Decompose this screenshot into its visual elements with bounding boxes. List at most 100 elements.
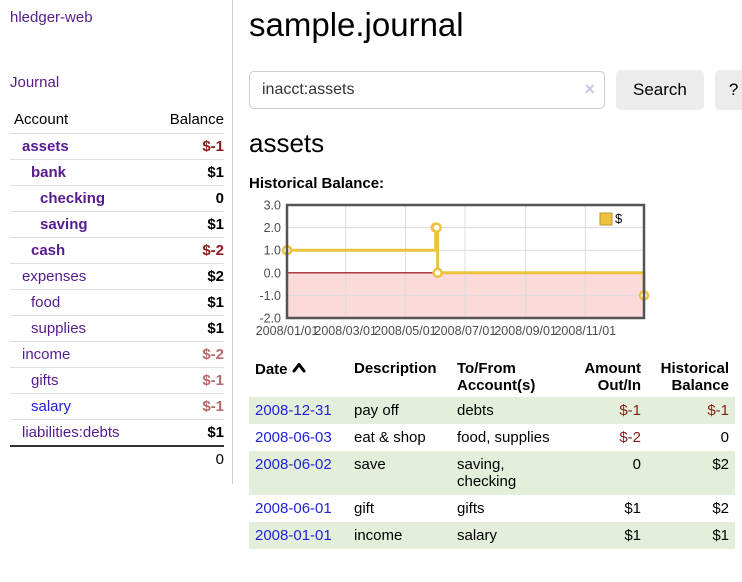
svg-text:2008/07/01: 2008/07/01 bbox=[434, 324, 497, 338]
register-header-description: Description bbox=[354, 360, 437, 377]
account-row: food $1 bbox=[10, 289, 224, 316]
svg-text:0.0: 0.0 bbox=[264, 266, 281, 280]
account-link[interactable]: salary bbox=[31, 398, 72, 415]
chart-title: Historical Balance: bbox=[249, 175, 385, 192]
transaction-accounts: debts bbox=[457, 402, 494, 419]
account-row: expenses $2 bbox=[10, 263, 224, 290]
transaction-amount: $1 bbox=[624, 500, 641, 517]
account-link[interactable]: liabilities:debts bbox=[22, 424, 120, 441]
search-button[interactable]: Search bbox=[616, 70, 704, 110]
svg-text:-1.0: -1.0 bbox=[259, 289, 281, 303]
account-row: gifts $-1 bbox=[10, 367, 224, 394]
transaction-row: 2008-12-31 pay off debts $-1 $-1 bbox=[249, 397, 735, 424]
sidebar-item-journal[interactable]: Journal bbox=[10, 74, 60, 91]
account-balance: 0 bbox=[149, 185, 224, 212]
page: hledger-web Journal Account Balance asse… bbox=[0, 0, 742, 549]
transaction-balance: $2 bbox=[712, 456, 729, 473]
transaction-description: income bbox=[354, 527, 403, 544]
clear-search-icon[interactable]: × bbox=[584, 79, 595, 99]
account-link[interactable]: food bbox=[31, 294, 61, 311]
account-row: assets $-1 bbox=[10, 133, 224, 160]
transaction-description: gift bbox=[354, 500, 375, 517]
register-header-accounts: To/From Account(s) bbox=[457, 360, 536, 394]
transaction-date-link[interactable]: 2008-06-02 bbox=[255, 456, 332, 473]
account-link[interactable]: cash bbox=[31, 242, 66, 259]
accounts-header-balance: Balance bbox=[169, 111, 224, 128]
account-row: salary $-1 bbox=[10, 393, 224, 420]
transaction-balance: $2 bbox=[712, 500, 729, 517]
transaction-row: 2008-01-01 income salary $1 $1 bbox=[249, 522, 735, 549]
svg-text:$: $ bbox=[615, 211, 623, 226]
accounts-total-balance: 0 bbox=[149, 445, 224, 472]
account-link[interactable]: saving bbox=[40, 216, 88, 233]
transaction-accounts: saving, checking bbox=[457, 456, 517, 490]
account-row: income $-2 bbox=[10, 341, 224, 368]
transaction-balance: $1 bbox=[712, 527, 729, 544]
svg-text:2008/11/01: 2008/11/01 bbox=[554, 324, 616, 338]
transaction-amount: 0 bbox=[632, 456, 641, 473]
transaction-accounts: salary bbox=[457, 527, 498, 544]
account-balance: $-1 bbox=[149, 367, 224, 394]
transaction-description: eat & shop bbox=[354, 429, 426, 446]
svg-text:2.0: 2.0 bbox=[264, 221, 281, 235]
account-link[interactable]: gifts bbox=[31, 372, 59, 389]
main-content: sample.journal × Search ? assets Histori… bbox=[233, 0, 742, 549]
register-header-date[interactable]: Date bbox=[249, 357, 348, 397]
account-row: saving $1 bbox=[10, 211, 224, 238]
transaction-date-link[interactable]: 2008-12-31 bbox=[255, 402, 332, 419]
register-header-row: Date Description To/From Account(s) Amou… bbox=[249, 357, 735, 397]
svg-text:2008/03/01: 2008/03/01 bbox=[314, 324, 377, 338]
transaction-accounts: gifts bbox=[457, 500, 485, 517]
account-row: liabilities:debts $1 bbox=[10, 419, 224, 446]
transaction-amount: $1 bbox=[624, 527, 641, 544]
account-link[interactable]: supplies bbox=[31, 320, 87, 337]
search-input-wrap: × bbox=[249, 71, 605, 109]
register-table: Date Description To/From Account(s) Amou… bbox=[249, 357, 735, 549]
accounts-total-row: 0 bbox=[10, 445, 224, 472]
app-brand-link[interactable]: hledger-web bbox=[10, 9, 93, 26]
transaction-row: 2008-06-01 gift gifts $1 $2 bbox=[249, 495, 735, 522]
account-balance: $1 bbox=[149, 211, 224, 238]
transaction-date-link[interactable]: 2008-01-01 bbox=[255, 527, 332, 544]
account-balance: $1 bbox=[149, 315, 224, 342]
accounts-table: Account Balance assets $-1 bank $1 check… bbox=[10, 107, 224, 472]
transaction-balance: $-1 bbox=[707, 402, 729, 419]
search-form: × Search ? bbox=[249, 70, 742, 110]
search-input[interactable] bbox=[249, 71, 605, 109]
account-link[interactable]: income bbox=[22, 346, 71, 363]
transaction-amount: $-2 bbox=[619, 429, 641, 446]
sidebar: hledger-web Journal Account Balance asse… bbox=[0, 0, 233, 484]
transaction-description: pay off bbox=[354, 402, 399, 419]
account-row: bank $1 bbox=[10, 159, 224, 186]
svg-text:2008/05/01: 2008/05/01 bbox=[374, 324, 437, 338]
svg-text:2008/01/01: 2008/01/01 bbox=[256, 324, 319, 338]
transaction-balance: 0 bbox=[720, 429, 729, 446]
account-link[interactable]: bank bbox=[31, 164, 67, 181]
account-balance: $1 bbox=[149, 159, 224, 186]
account-link[interactable]: expenses bbox=[22, 268, 87, 285]
accounts-header-account: Account bbox=[14, 111, 69, 128]
transaction-date-link[interactable]: 2008-06-03 bbox=[255, 429, 332, 446]
transaction-accounts: food, supplies bbox=[457, 429, 550, 446]
svg-text:-2.0: -2.0 bbox=[259, 312, 281, 326]
account-balance: $-2 bbox=[149, 341, 224, 368]
account-heading: assets bbox=[249, 128, 325, 158]
account-balance: $-1 bbox=[149, 133, 224, 160]
account-balance: $1 bbox=[149, 419, 224, 446]
account-row: supplies $1 bbox=[10, 315, 224, 342]
svg-text:1.0: 1.0 bbox=[264, 244, 281, 258]
svg-text:2008/09/01: 2008/09/01 bbox=[494, 324, 557, 338]
account-balance: $-2 bbox=[149, 237, 224, 264]
account-balance: $2 bbox=[149, 263, 224, 290]
transaction-row: 2008-06-03 eat & shop food, supplies $-2… bbox=[249, 424, 735, 451]
register-header-balance: Historical Balance bbox=[660, 360, 729, 394]
account-link[interactable]: assets bbox=[22, 138, 69, 155]
register-header-amount: Amount Out/In bbox=[584, 360, 641, 394]
transaction-row: 2008-06-02 save saving, checking 0 $2 bbox=[249, 451, 735, 495]
transaction-amount: $-1 bbox=[619, 402, 641, 419]
svg-text:3.0: 3.0 bbox=[264, 200, 281, 213]
account-balance: $-1 bbox=[149, 393, 224, 420]
help-button[interactable]: ? bbox=[714, 70, 742, 110]
transaction-date-link[interactable]: 2008-06-01 bbox=[255, 500, 332, 517]
account-link[interactable]: checking bbox=[40, 190, 106, 207]
